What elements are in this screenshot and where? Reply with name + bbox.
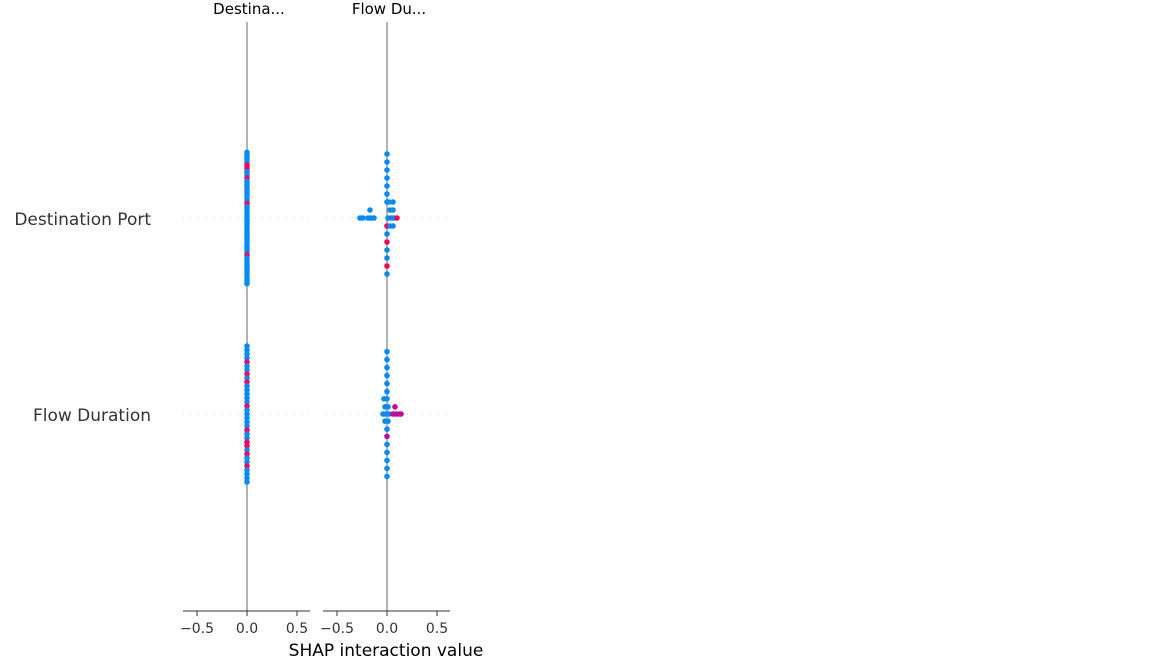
scatter-point — [244, 375, 250, 381]
scatter-point — [384, 167, 390, 173]
scatter-point — [398, 411, 404, 417]
scatter-point — [244, 387, 250, 393]
scatter-point — [244, 475, 250, 481]
row-label-flow-duration: Flow Duration — [33, 406, 151, 426]
scatter-point — [390, 223, 396, 229]
scatter-point — [384, 364, 390, 371]
x-tick-label: 0.0 — [236, 621, 258, 637]
scatter-point — [386, 199, 392, 205]
scatter-point — [384, 441, 390, 448]
scatter-point — [384, 247, 390, 253]
scatter-point — [244, 479, 250, 485]
scatter-point — [384, 465, 390, 472]
scatter-point — [384, 372, 390, 379]
scatter-point — [244, 443, 250, 449]
scatter-point — [244, 395, 250, 401]
x-tick-label: −0.5 — [180, 621, 214, 637]
scatter-point — [385, 418, 391, 425]
scatter-point — [384, 151, 390, 157]
scatter-point — [244, 391, 250, 397]
scatter-point — [384, 271, 390, 277]
scatter-point — [384, 183, 390, 189]
scatter-point — [244, 427, 250, 433]
scatter-point — [244, 439, 250, 445]
scatter-point — [394, 215, 400, 221]
scatter-point — [244, 431, 250, 437]
scatter-point — [244, 423, 250, 429]
scatter-point — [244, 447, 250, 453]
scatter-point — [386, 411, 392, 417]
scatter-point — [367, 207, 373, 213]
scatter-point — [384, 426, 390, 433]
scatter-point — [384, 348, 390, 355]
x-tick-label: −0.5 — [320, 621, 354, 637]
scatter-point — [244, 351, 250, 357]
column-title-destination-port: Destina... — [213, 0, 285, 18]
plot-area: −0.5 0.0 0.5 −0.5 0.0 0.5 — [180, 22, 450, 637]
scatter-point — [384, 159, 390, 165]
scatter-point — [390, 199, 396, 205]
scatter-point — [244, 471, 250, 477]
scatter-point — [244, 359, 250, 365]
scatter-point — [384, 191, 390, 197]
scatter-point — [244, 367, 250, 373]
x-tick-label: 0.0 — [376, 621, 398, 637]
scatter-point — [244, 463, 250, 469]
scatter-point — [385, 404, 391, 410]
scatter-point — [244, 415, 250, 421]
scatter-point — [244, 419, 250, 425]
scatter-point — [244, 379, 250, 385]
scatter-point — [244, 435, 250, 441]
scatter-point — [244, 347, 250, 353]
scatter-point — [392, 404, 398, 410]
scatter-point — [390, 207, 396, 213]
scatter-point — [384, 449, 390, 456]
scatter-point — [384, 396, 390, 402]
scatter-point — [384, 263, 390, 269]
scatter-point — [244, 403, 250, 409]
scatter-point — [244, 407, 250, 413]
scatter-point — [384, 433, 390, 440]
scatter-point — [384, 239, 390, 245]
scatter-point — [244, 411, 250, 417]
scatter-point — [244, 343, 250, 349]
column-title-flow-duration: Flow Du... — [352, 0, 426, 18]
scatter-point — [384, 473, 390, 480]
scatter-point — [384, 380, 390, 387]
x-tick-label: 0.5 — [426, 621, 448, 637]
x-axis-label: SHAP interaction value — [289, 641, 484, 660]
scatter-point — [244, 451, 250, 457]
scatter-point — [244, 455, 250, 461]
scatter-point — [384, 457, 390, 464]
scatter-point — [244, 355, 250, 361]
scatter-point — [371, 215, 377, 221]
scatter-point — [244, 280, 250, 287]
scatter-point — [244, 459, 250, 465]
x-tick-label: 0.5 — [286, 621, 308, 637]
scatter-point — [244, 399, 250, 405]
scatter-point — [244, 371, 250, 377]
scatter-point — [360, 215, 366, 221]
scatter-point — [384, 231, 390, 237]
scatter-point — [384, 255, 390, 261]
scatter-point — [384, 356, 390, 363]
row-label-destination-port: Destination Port — [14, 210, 151, 230]
scatter-point — [384, 175, 390, 181]
scatter-point — [244, 467, 250, 473]
scatter-point — [244, 383, 250, 389]
scatter-point — [244, 363, 250, 369]
scatter-point — [384, 388, 390, 395]
